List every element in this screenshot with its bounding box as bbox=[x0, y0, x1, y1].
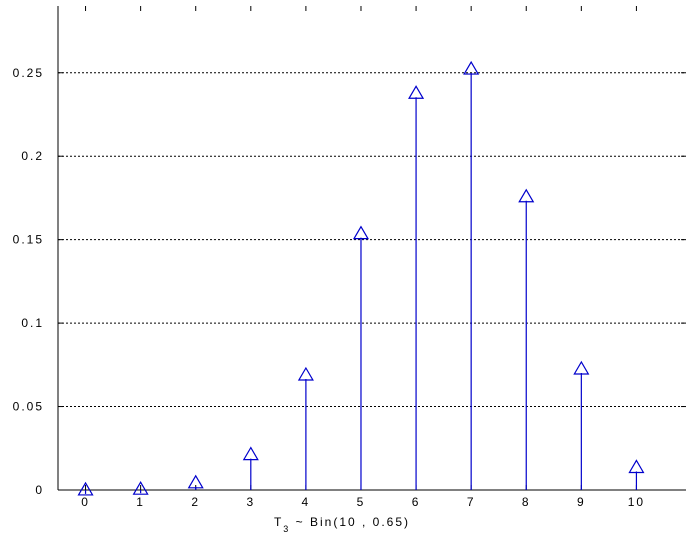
stem-marker bbox=[297, 366, 314, 381]
x-label-main: T bbox=[274, 515, 283, 529]
y-tick-label: 0.2 bbox=[21, 149, 44, 163]
x-tick-label: 5 bbox=[357, 495, 366, 509]
stem-marker bbox=[242, 446, 259, 461]
y-tick-label: 0.15 bbox=[13, 233, 44, 247]
x-tick-label: 1 bbox=[136, 495, 145, 509]
stem-marker bbox=[463, 60, 480, 75]
stem-marker bbox=[77, 481, 94, 496]
x-label-subscript: 3 bbox=[283, 524, 290, 534]
stem-marker bbox=[352, 225, 370, 240]
stem-marker bbox=[573, 360, 590, 375]
y-tick-label: 0 bbox=[35, 483, 44, 497]
x-label-rest: ~ Bin(10 , 0.65) bbox=[290, 515, 410, 529]
stem-marker bbox=[628, 459, 645, 474]
x-tick-label: 10 bbox=[628, 495, 645, 509]
stems bbox=[77, 60, 645, 496]
x-tick-label: 6 bbox=[412, 495, 421, 509]
x-tick-label: 4 bbox=[302, 495, 311, 509]
x-tick-label: 9 bbox=[577, 495, 586, 509]
y-tick-label: 0.1 bbox=[21, 316, 44, 330]
y-tick-label: 0.05 bbox=[13, 400, 44, 414]
grid-lines bbox=[58, 72, 686, 408]
x-tick-label: 3 bbox=[246, 495, 255, 509]
stem-marker bbox=[518, 188, 535, 203]
x-tick-label: 2 bbox=[191, 495, 200, 509]
stem-marker bbox=[132, 480, 149, 495]
stem-marker bbox=[408, 85, 425, 99]
x-tick-label: 8 bbox=[522, 495, 531, 509]
x-axis-label: T3 ~ Bin(10 , 0.65) bbox=[274, 515, 410, 534]
x-tick-label: 7 bbox=[467, 495, 476, 509]
y-tick-label: 0.25 bbox=[13, 66, 44, 80]
x-ticks: 0123456789101 bbox=[81, 6, 645, 509]
stem-marker bbox=[187, 474, 204, 489]
y-ticks: 0 0.05 0.1 0.15 0.2 0.25 bbox=[13, 66, 686, 497]
x-tick-label: 0 bbox=[81, 495, 90, 509]
